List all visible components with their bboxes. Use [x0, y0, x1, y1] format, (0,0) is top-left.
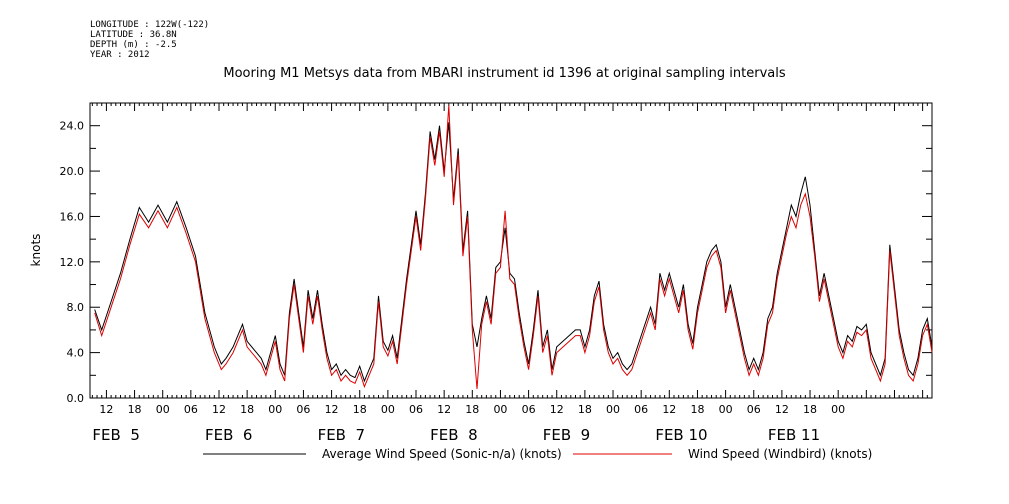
x-hour-label: 18 [353, 403, 367, 416]
x-hour-label: 00 [493, 403, 507, 416]
series-line-1 [94, 105, 933, 389]
y-tick-label: 0.0 [67, 392, 85, 405]
x-hour-label: 18 [803, 403, 817, 416]
chart-title: Mooring M1 Metsys data from MBARI instru… [223, 66, 786, 81]
x-hour-label: 18 [578, 403, 592, 416]
series-line-0 [94, 122, 933, 383]
y-tick-label: 8.0 [67, 301, 85, 314]
longitude-label: LONGITUDE : 122W(-122) [90, 20, 210, 30]
x-hour-label: 06 [409, 403, 423, 416]
x-hour-label: 06 [184, 403, 198, 416]
plot-frame [89, 102, 933, 399]
x-hour-label: 12 [550, 403, 564, 416]
latitude-label: LATITUDE : 36.8N [90, 30, 177, 40]
x-hour-label: 00 [606, 403, 620, 416]
x-day-label: FEB 5 [92, 426, 139, 444]
x-day-label: FEB 11 [768, 426, 820, 444]
y-axis-label: knots [29, 234, 43, 267]
y-tick-label: 16.0 [60, 210, 85, 223]
y-tick-label: 4.0 [67, 347, 85, 360]
x-hour-label: 12 [99, 403, 113, 416]
x-hour-label: 18 [128, 403, 142, 416]
x-hour-label: 00 [831, 403, 845, 416]
x-day-label: FEB 6 [205, 426, 252, 444]
x-hour-label: 12 [437, 403, 451, 416]
depth-label: DEPTH (m) : -2.5 [90, 40, 177, 50]
x-hour-label: 18 [465, 403, 479, 416]
legend-label-1: Wind Speed (Windbird) (knots) [688, 447, 872, 461]
y-tick-label: 20.0 [60, 165, 85, 178]
year-label: YEAR : 2012 [90, 50, 150, 60]
x-day-label: FEB 9 [543, 426, 590, 444]
x-day-label: FEB 8 [430, 426, 477, 444]
x-hour-label: 18 [240, 403, 254, 416]
metadata-block: LONGITUDE : 122W(-122) LATITUDE : 36.8N … [90, 20, 209, 60]
x-hour-label: 06 [747, 403, 761, 416]
x-hour-label: 12 [212, 403, 226, 416]
x-hour-label: 06 [522, 403, 536, 416]
x-day-label: FEB 7 [318, 426, 365, 444]
x-hour-label: 00 [719, 403, 733, 416]
x-hour-label: 00 [381, 403, 395, 416]
x-day-label: FEB 10 [655, 426, 707, 444]
x-hour-label: 06 [634, 403, 648, 416]
x-hour-label: 12 [325, 403, 339, 416]
x-hour-label: 12 [662, 403, 676, 416]
legend-label-0: Average Wind Speed (Sonic-n/a) (knots) [322, 447, 562, 461]
y-tick-label: 24.0 [60, 120, 85, 133]
y-tick-label: 12.0 [60, 256, 85, 269]
x-hour-label: 12 [775, 403, 789, 416]
x-hour-label: 06 [296, 403, 310, 416]
x-hour-label: 00 [156, 403, 170, 416]
x-hour-label: 00 [268, 403, 282, 416]
x-hour-label: 18 [690, 403, 704, 416]
